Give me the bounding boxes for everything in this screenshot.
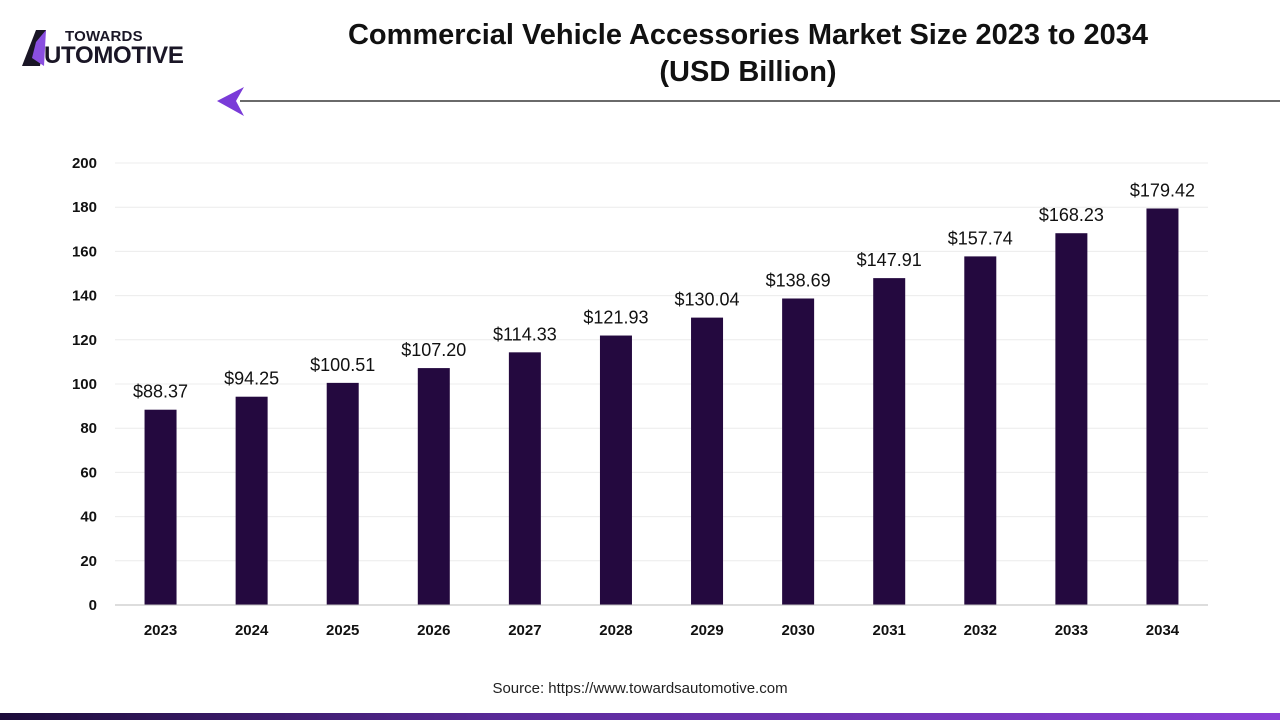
x-tick-label: 2024 <box>235 622 269 639</box>
bottom-bar <box>0 713 1280 720</box>
bar-2030 <box>782 298 815 605</box>
logo-mark-icon <box>22 30 46 66</box>
data-label: $130.04 <box>675 290 740 310</box>
x-tick-label: 2032 <box>964 622 997 639</box>
data-label: $107.20 <box>401 340 466 360</box>
data-label: $88.37 <box>133 382 188 402</box>
data-label: $147.91 <box>857 250 922 270</box>
bar-2029 <box>691 317 724 605</box>
data-label: $168.23 <box>1039 205 1104 225</box>
data-label: $157.74 <box>948 228 1013 248</box>
logo-text-top: TOWARDS <box>65 28 143 45</box>
x-tick-label: 2029 <box>690 622 723 639</box>
x-tick-label: 2031 <box>873 622 906 639</box>
y-tick-label: 0 <box>89 597 97 614</box>
chart-title-line1: Commercial Vehicle Accessories Market Si… <box>347 19 1149 51</box>
x-tick-label: 2034 <box>1146 622 1180 639</box>
x-tick-label: 2030 <box>781 622 814 639</box>
chart-title: Commercial Vehicle Accessories Market Si… <box>240 17 1256 91</box>
bar-2023 <box>144 409 177 605</box>
bar-2024 <box>235 396 268 605</box>
bar-2031 <box>873 278 906 605</box>
arrow-icon <box>217 87 244 116</box>
bar-2027 <box>508 352 541 605</box>
data-label: $179.42 <box>1130 180 1195 200</box>
bar-2032 <box>964 256 997 605</box>
bar-2033 <box>1055 233 1088 605</box>
data-label: $138.69 <box>766 270 831 290</box>
source-text: Source: https://www.towardsautomotive.co… <box>492 680 788 697</box>
y-tick-label: 60 <box>80 464 97 481</box>
chart-title-line2: (USD Billion) <box>659 56 837 88</box>
bar-2034 <box>1146 208 1179 605</box>
logo-text-bottom: UTOMOTIVE <box>44 42 184 69</box>
data-label: $121.93 <box>583 308 648 328</box>
y-tick-label: 120 <box>72 332 97 349</box>
data-label: $114.33 <box>493 324 557 344</box>
y-tick-label: 140 <box>72 288 97 305</box>
y-tick-label: 200 <box>72 155 97 172</box>
x-tick-label: 2028 <box>599 622 632 639</box>
y-tick-label: 180 <box>72 199 97 216</box>
y-tick-label: 160 <box>72 243 97 260</box>
data-label: $94.25 <box>224 369 279 389</box>
data-label: $100.51 <box>310 355 375 375</box>
x-tick-label: 2033 <box>1055 622 1088 639</box>
y-tick-label: 80 <box>80 420 97 437</box>
y-tick-label: 100 <box>72 376 97 393</box>
x-tick-label: 2027 <box>508 622 541 639</box>
y-tick-label: 40 <box>80 509 97 526</box>
x-tick-label: 2025 <box>326 622 359 639</box>
bar-2026 <box>417 368 450 605</box>
bar-2028 <box>599 335 632 605</box>
x-tick-label: 2026 <box>417 622 450 639</box>
bar-2025 <box>326 382 359 605</box>
x-tick-label: 2023 <box>144 622 177 639</box>
y-tick-label: 20 <box>80 553 97 570</box>
